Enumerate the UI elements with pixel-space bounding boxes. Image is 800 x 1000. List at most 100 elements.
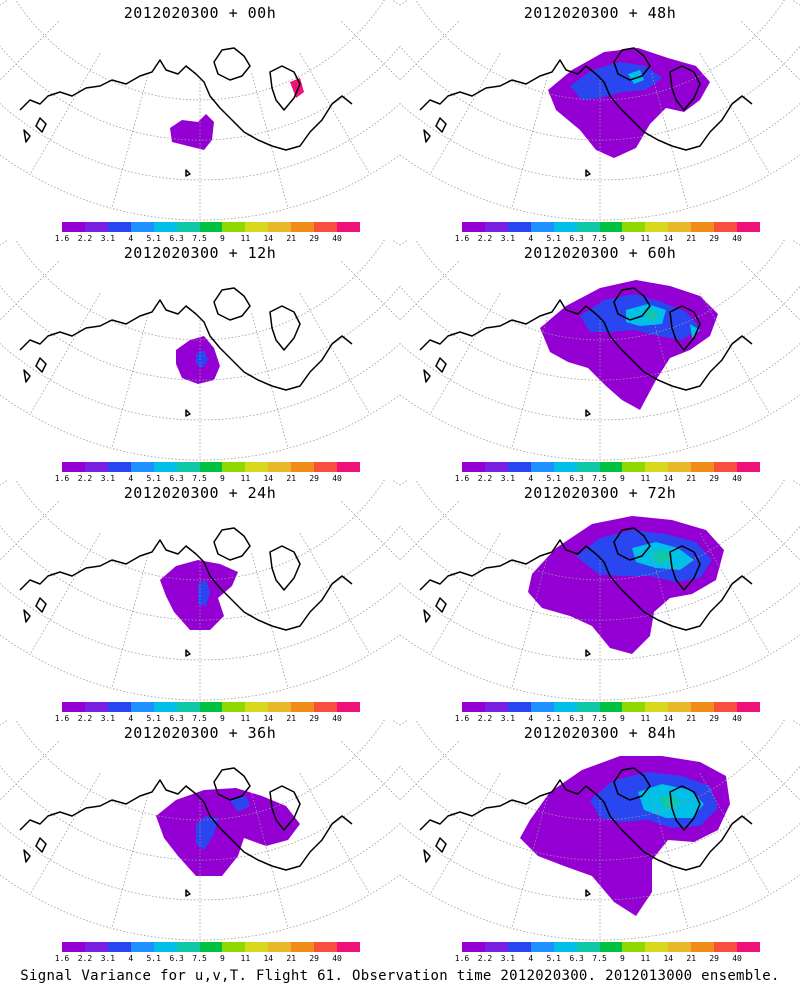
colorbar-label: 5.1 [146,474,161,483]
colorbar-labels: 1.6 2.2 3.1 4 5.1 6.3 7.5 9 11 14 21 29 40 [55,954,360,964]
colorbar-label: 7.5 [192,714,207,723]
colorbar-label: 6.3 [569,474,584,483]
colorbar-label: 6.3 [169,714,184,723]
variance-field-peak [644,310,658,320]
forecast-panel: 2012020300 + 60h 1.6 2.2 3.1 4 5.1 6.3 7.5 9 11 14… [400,240,800,483]
colorbar-label: 6.3 [169,954,184,963]
colorbar-segment [576,222,600,232]
colorbar-label: 21 [286,954,297,963]
colorbar-label: 5.1 [546,474,561,483]
colorbar-segment [176,942,200,952]
colorbar-label: 3.1 [100,954,116,963]
colorbar-label: 6.3 [569,714,584,723]
colorbar-segment [199,702,223,712]
colorbar-label: 9 [220,954,225,963]
colorbar-label: 14 [263,234,274,243]
colorbar-segment [484,702,508,712]
colorbar-label: 6.3 [169,474,184,483]
colorbar-label: 14 [663,954,674,963]
colorbar-label: 7.5 [192,954,207,963]
forecast-panel: 2012020300 + 12h 1.6 2.2 3.1 4 5.1 6.3 7.5 9 11 14… [0,240,400,483]
colorbar-segment [268,222,292,232]
colorbar-segment [484,942,508,952]
colorbar-label: 2.2 [477,474,493,483]
colorbar-label: 9 [620,234,625,243]
colorbar-segment [737,222,760,232]
colorbar-segment [130,942,154,952]
colorbar-segment [714,942,738,952]
colorbar-label: 6.3 [569,954,584,963]
polar-map [0,240,400,461]
colorbar-segment [245,942,269,952]
colorbar-segment [576,462,600,472]
colorbar-label: 7.5 [592,234,607,243]
colorbar-label: 14 [263,714,274,723]
colorbar-label: 5.1 [146,714,161,723]
polar-map [400,240,800,461]
colorbar-segment [553,462,577,472]
colorbar-segment [462,702,485,712]
forecast-panel: 2012020300 + 72h 1.6 2.2 3.1 4 5.1 6.3 7.5 9 11 14… [400,480,800,723]
colorbar-segment [714,222,738,232]
colorbar-label: 21 [286,714,297,723]
colorbar [62,462,360,472]
colorbar-segment [530,222,554,232]
colorbar-segment [553,222,577,232]
colorbar-label: 5.1 [546,954,561,963]
colorbar-segment [84,462,108,472]
colorbar-segment [130,462,154,472]
polar-map [0,0,400,221]
colorbar-label: 11 [640,234,651,243]
colorbar-label: 11 [240,474,251,483]
colorbar-label: 11 [240,954,251,963]
colorbar-label: 29 [309,234,319,243]
colorbar-segment [107,942,131,952]
colorbar-label: 40 [332,714,342,723]
colorbar-segment [576,942,600,952]
colorbar-label: 21 [686,234,697,243]
variance-field-mid [196,796,250,850]
colorbar-label: 40 [732,954,742,963]
colorbar-segment [314,702,338,712]
colorbar-segment [645,222,669,232]
colorbar-labels: 1.6 2.2 3.1 4 5.1 6.3 7.5 9 11 14 21 29 40 [455,474,760,484]
colorbar-label: 3.1 [500,474,516,483]
panel-title: 2012020300 + 84h [523,724,677,742]
colorbar-segment [622,942,646,952]
colorbar-label: 40 [732,714,742,723]
colorbar-segment [599,702,623,712]
colorbar [62,942,360,952]
colorbar-segment [153,222,177,232]
colorbar-segment [337,462,360,472]
colorbar-segment [462,942,485,952]
colorbar-labels: 1.6 2.2 3.1 4 5.1 6.3 7.5 9 11 14 21 29 40 [55,474,360,484]
colorbar [462,702,760,712]
colorbar-label: 4 [528,954,534,963]
colorbar-segment [737,462,760,472]
variance-field-low [156,788,300,876]
colorbar-label: 5.1 [146,234,161,243]
variance-field-mid [196,350,208,368]
colorbar-segment [462,462,485,472]
colorbar-segment [553,942,577,952]
colorbar-label: 29 [709,474,719,483]
polar-map [400,480,800,701]
panel-title: 2012020300 + 60h [523,244,677,262]
colorbar-segment [268,942,292,952]
colorbar-label: 11 [640,714,651,723]
colorbar-label: 14 [663,714,674,723]
colorbar-segment [176,222,200,232]
colorbar-label: 40 [332,954,342,963]
colorbar-label: 29 [309,714,319,723]
colorbar-label: 9 [220,234,225,243]
colorbar-segment [314,942,338,952]
colorbar-label: 7.5 [592,474,607,483]
colorbar-label: 11 [240,234,251,243]
colorbar-segment [130,702,154,712]
colorbar-label: 21 [686,474,697,483]
colorbar-label: 5.1 [546,714,561,723]
colorbar-label: 3.1 [100,714,116,723]
colorbar-segment [553,702,577,712]
colorbar-segment [530,462,554,472]
colorbar-label: 2.2 [77,234,93,243]
